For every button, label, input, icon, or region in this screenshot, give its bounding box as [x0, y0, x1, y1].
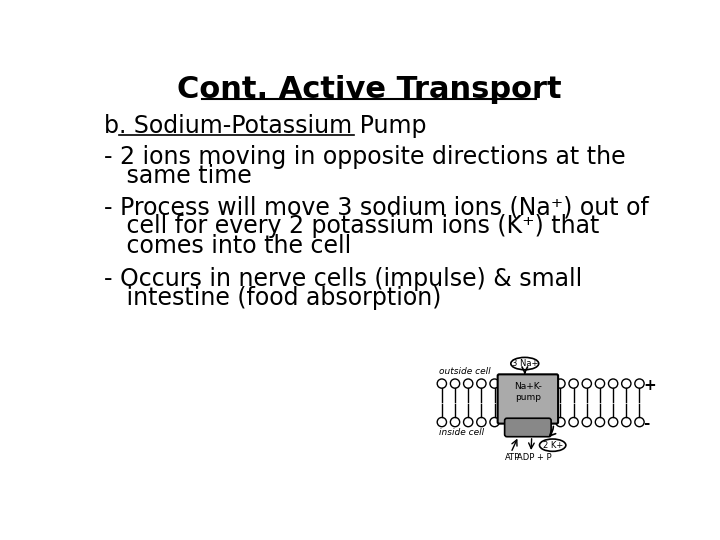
Text: 2 K+: 2 K+	[543, 441, 563, 450]
Text: Na+K-
pump: Na+K- pump	[514, 382, 542, 402]
Text: -: -	[644, 416, 649, 431]
Text: outside cell: outside cell	[438, 367, 490, 376]
Text: ADP + P: ADP + P	[517, 453, 552, 462]
Text: +: +	[644, 377, 656, 393]
Text: intestine (food absorption): intestine (food absorption)	[104, 286, 441, 310]
Text: 3 Na+: 3 Na+	[512, 359, 538, 368]
Text: inside cell: inside cell	[438, 428, 484, 437]
Text: - 2 ions moving in opposite directions at the: - 2 ions moving in opposite directions a…	[104, 145, 626, 169]
FancyBboxPatch shape	[498, 374, 558, 423]
Text: ATP: ATP	[505, 453, 520, 462]
Ellipse shape	[539, 439, 566, 451]
Text: - Process will move 3 sodium ions (Na⁺) out of: - Process will move 3 sodium ions (Na⁺) …	[104, 195, 649, 219]
Text: b. Sodium-Potassium Pump: b. Sodium-Potassium Pump	[104, 114, 426, 138]
Text: Cont. Active Transport: Cont. Active Transport	[176, 75, 562, 104]
FancyBboxPatch shape	[505, 418, 551, 437]
Text: same time: same time	[104, 165, 252, 188]
Ellipse shape	[510, 357, 539, 370]
Text: - Occurs in nerve cells (impulse) & small: - Occurs in nerve cells (impulse) & smal…	[104, 267, 582, 291]
Text: cell for every 2 potassium ions (K⁺) that: cell for every 2 potassium ions (K⁺) tha…	[104, 214, 599, 239]
Text: comes into the cell: comes into the cell	[104, 234, 351, 258]
